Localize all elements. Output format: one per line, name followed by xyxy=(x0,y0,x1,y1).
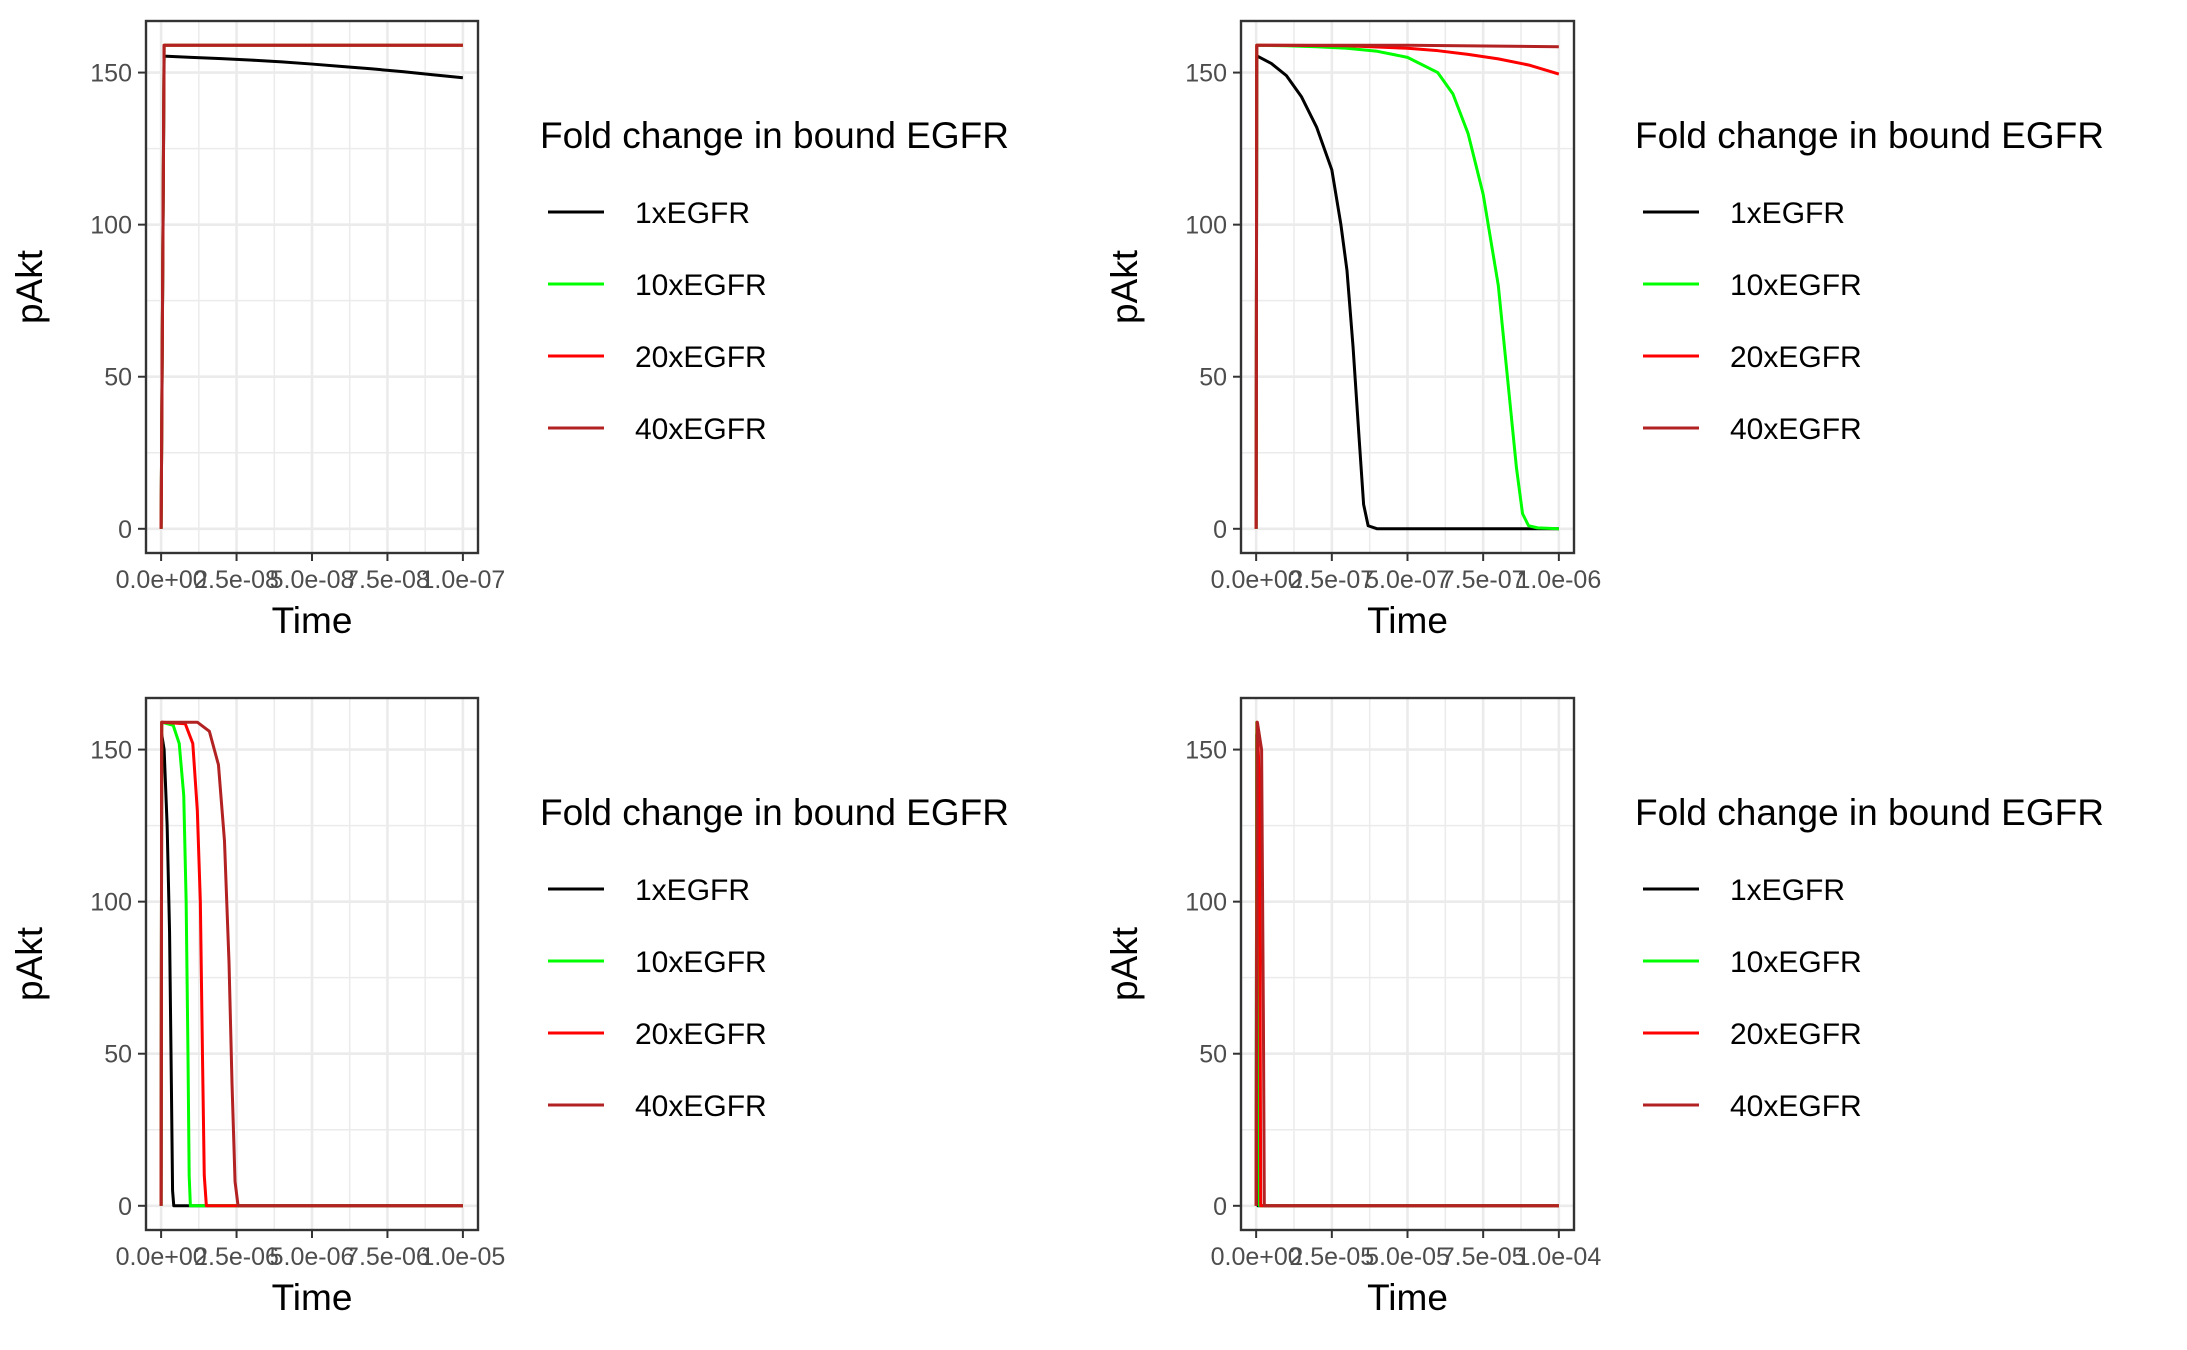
y-tick-label: 100 xyxy=(1185,212,1227,240)
y-tick-label: 150 xyxy=(90,737,132,765)
legend-label-1xEGFR: 1xEGFR xyxy=(635,197,750,230)
panel-2: 0 50 100 150 0.0e+002.5e-075.0e-077.5e-071.0… xyxy=(1104,19,2104,641)
legend-title: Fold change in bound EGFR xyxy=(1635,792,2104,833)
x-tick-label: 5.0e-07 xyxy=(1365,566,1450,594)
series-line-40xEGFR xyxy=(1254,43,1559,529)
y-axis-title: pAkt xyxy=(9,926,50,1001)
x-tick-label: 7.5e-07 xyxy=(1441,566,1526,594)
legend-title: Fold change in bound EGFR xyxy=(540,792,1009,833)
legend: Fold change in bound EGFR 1xEGFR 10xEGFR 20… xyxy=(1635,792,2104,1123)
y-tick-label: 150 xyxy=(1185,60,1227,88)
y-tick-label: 50 xyxy=(1199,1041,1227,1069)
y-tick-label: 100 xyxy=(90,212,132,240)
legend-label-10xEGFR: 10xEGFR xyxy=(1730,946,1862,979)
x-tick-label: 5.0e-06 xyxy=(270,1243,355,1271)
x-axis-title: Time xyxy=(1367,600,1448,641)
x-tick-label: 1.0e-06 xyxy=(1516,566,1601,594)
x-axis-title: Time xyxy=(272,1277,353,1318)
panel-4: 0 50 100 150 0.0e+002.5e-055.0e-057.5e-051.0… xyxy=(1104,696,2104,1318)
legend-label-40xEGFR: 40xEGFR xyxy=(635,1090,767,1123)
x-tick-label: 1.0e-05 xyxy=(420,1243,505,1271)
y-tick-label: 0 xyxy=(118,516,132,544)
legend-label-10xEGFR: 10xEGFR xyxy=(1730,269,1862,302)
legend-label-1xEGFR: 1xEGFR xyxy=(1730,874,1845,907)
x-tick-label: 2.5e-07 xyxy=(1289,566,1374,594)
y-tick-label: 100 xyxy=(1185,889,1227,917)
legend-label-1xEGFR: 1xEGFR xyxy=(635,874,750,907)
panel-3: 0 50 100 150 0.0e+002.5e-065.0e-067.5e-061.0… xyxy=(9,696,1009,1318)
y-tick-label: 150 xyxy=(90,60,132,88)
legend-label-20xEGFR: 20xEGFR xyxy=(635,341,767,374)
series-line-40xEGFR xyxy=(1254,720,1559,1208)
y-tick-label: 0 xyxy=(1213,1193,1227,1221)
legend-label-20xEGFR: 20xEGFR xyxy=(1730,341,1862,374)
x-tick-label: 7.5e-05 xyxy=(1441,1243,1526,1271)
panel-1: 0 50 100 150 0.0e+002.5e-085.0e-087.5e-081.0… xyxy=(9,19,1009,641)
y-tick-label: 0 xyxy=(1213,516,1227,544)
x-tick-label: 7.5e-06 xyxy=(345,1243,430,1271)
x-tick-label: 5.0e-05 xyxy=(1365,1243,1450,1271)
legend-label-10xEGFR: 10xEGFR xyxy=(635,946,767,979)
legend-label-20xEGFR: 20xEGFR xyxy=(1730,1018,1862,1051)
legend-label-10xEGFR: 10xEGFR xyxy=(635,269,767,302)
legend-title: Fold change in bound EGFR xyxy=(540,115,1009,156)
legend-title: Fold change in bound EGFR xyxy=(1635,115,2104,156)
x-tick-label: 0.0e+00 xyxy=(116,1243,207,1271)
y-tick-label: 150 xyxy=(1185,737,1227,765)
y-tick-label: 50 xyxy=(104,364,132,392)
x-tick-label: 7.5e-08 xyxy=(345,566,430,594)
series-line-1xEGFR xyxy=(1254,54,1559,531)
x-axis-title: Time xyxy=(1367,1277,1448,1318)
x-tick-label: 1.0e-07 xyxy=(420,566,505,594)
legend-label-1xEGFR: 1xEGFR xyxy=(1730,197,1845,230)
legend-label-40xEGFR: 40xEGFR xyxy=(635,413,767,446)
y-axis-title: pAkt xyxy=(1104,926,1145,1001)
x-tick-label: 0.0e+00 xyxy=(116,566,207,594)
x-tick-label: 1.0e-04 xyxy=(1516,1243,1601,1271)
y-axis-title: pAkt xyxy=(1104,249,1145,324)
y-axis-title: pAkt xyxy=(9,249,50,324)
legend-label-20xEGFR: 20xEGFR xyxy=(635,1018,767,1051)
legend: Fold change in bound EGFR 1xEGFR 10xEGFR 20… xyxy=(540,115,1009,446)
y-tick-label: 50 xyxy=(104,1041,132,1069)
x-tick-label: 2.5e-08 xyxy=(194,566,279,594)
x-tick-label: 0.0e+00 xyxy=(1211,566,1302,594)
x-tick-label: 2.5e-05 xyxy=(1289,1243,1374,1271)
x-tick-label: 0.0e+00 xyxy=(1211,1243,1302,1271)
x-tick-label: 5.0e-08 xyxy=(270,566,355,594)
legend: Fold change in bound EGFR 1xEGFR 10xEGFR 20… xyxy=(1635,115,2104,446)
series-line-40xEGFR xyxy=(159,43,463,529)
legend-label-40xEGFR: 40xEGFR xyxy=(1730,413,1862,446)
x-axis-title: Time xyxy=(272,600,353,641)
legend-label-40xEGFR: 40xEGFR xyxy=(1730,1090,1862,1123)
y-tick-label: 100 xyxy=(90,889,132,917)
y-tick-label: 0 xyxy=(118,1193,132,1221)
legend: Fold change in bound EGFR 1xEGFR 10xEGFR 20… xyxy=(540,792,1009,1123)
y-tick-label: 50 xyxy=(1199,364,1227,392)
x-tick-label: 2.5e-06 xyxy=(194,1243,279,1271)
series-line-40xEGFR xyxy=(159,720,463,1208)
series-line-1xEGFR xyxy=(159,54,464,529)
